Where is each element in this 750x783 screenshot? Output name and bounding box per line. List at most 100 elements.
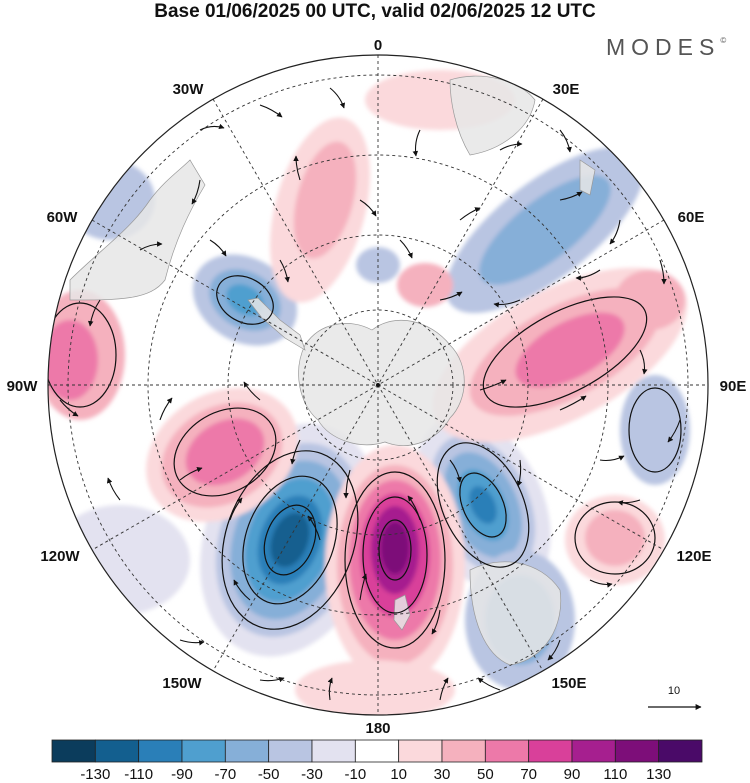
map-boundary (47, 54, 709, 716)
anomaly-blob (620, 375, 690, 485)
colorbar-segment (311, 739, 356, 763)
wind-vector (343, 469, 351, 499)
anomaly-blob (479, 175, 611, 285)
wind-vector (493, 299, 521, 308)
wind-vector (547, 639, 561, 661)
wind-vector (179, 466, 203, 481)
lon-label-180: 180 (365, 720, 390, 737)
wind-vector (307, 515, 321, 541)
colorbar-segment (268, 739, 313, 763)
wind-vector (259, 676, 285, 683)
wind-vector (229, 497, 243, 521)
wind-vector (431, 609, 441, 635)
lon-label-120e: 120E (676, 548, 711, 565)
contour-line (242, 475, 338, 605)
wind-vector (589, 579, 613, 588)
colorbar-segment (398, 739, 443, 763)
colorbar-tick-label: 10 (390, 766, 407, 783)
anomaly-blob (48, 320, 98, 400)
colorbar-tick-label: 130 (646, 766, 672, 783)
contour-line (459, 472, 507, 538)
wind-vector (399, 239, 413, 259)
australia-shape (469, 561, 562, 666)
south-america-shape (69, 159, 206, 301)
wind-vector (459, 207, 481, 221)
wind-vector (449, 459, 462, 483)
lon-label-30e: 30E (553, 81, 580, 98)
colorbar-tick-label: -10 (344, 766, 367, 783)
wind-vector (667, 419, 681, 443)
wind-vector (106, 477, 121, 501)
contour-line (362, 496, 428, 614)
map-title: Base 01/06/2025 00 UTC, valid 02/06/2025… (154, 1, 596, 22)
contour-line (173, 407, 277, 497)
contour-line (628, 387, 682, 473)
anomaly-blob (185, 418, 265, 486)
anomaly-blob (585, 510, 645, 566)
wind-vector (559, 191, 583, 201)
colorbar-segment (51, 739, 96, 763)
wind-vector (329, 87, 346, 109)
wind-vector (199, 123, 225, 131)
wind-vector (477, 677, 501, 691)
wind-vector (559, 129, 572, 153)
wind-vector (87, 299, 101, 327)
colorbar-segment (181, 739, 226, 763)
anomaly-blob (381, 522, 409, 574)
wind-vector (599, 455, 625, 462)
anomaly-blob (615, 270, 685, 330)
contour-line (48, 302, 117, 408)
colorbar-segment (94, 739, 140, 763)
colorbar-segment (484, 739, 530, 763)
pole-marker (376, 383, 380, 387)
lon-label-60e: 60E (678, 209, 705, 226)
wind-vector (412, 129, 421, 157)
wind-vector (279, 259, 290, 283)
anomaly-blob (515, 312, 625, 388)
colorbar (51, 739, 703, 763)
colorbar-tick-label: -130 (80, 766, 111, 783)
wind-vector (609, 219, 621, 245)
lon-label-90w: 90W (7, 378, 39, 395)
reference-vector-label: 10 (668, 685, 680, 697)
brand-name: MODES (606, 34, 721, 60)
contour-line (436, 442, 530, 568)
wind-vector (639, 349, 648, 375)
wind-vector (179, 639, 205, 646)
wind-vector (479, 379, 507, 391)
contour-line (216, 275, 274, 325)
africa-shape (449, 75, 536, 156)
colorbar-segment (571, 739, 616, 763)
colorbar-segment (658, 739, 703, 763)
colorbar-tick-label: -30 (301, 766, 323, 783)
anomaly-blob (469, 486, 497, 524)
contour-line (344, 471, 446, 649)
wind-vector (159, 397, 173, 421)
colorbar-segment (354, 739, 400, 763)
wind-vector (209, 239, 227, 257)
colorbar-segment (441, 739, 486, 763)
copyright-mark: © (720, 36, 727, 45)
wind-vector (617, 499, 641, 506)
wind-vector (407, 495, 421, 521)
wind-vector (290, 439, 301, 465)
antarctic-peninsula-shape (247, 297, 306, 351)
contour-line (263, 504, 317, 576)
madagascar-shape (579, 159, 596, 196)
wind-vector (109, 599, 129, 615)
wind-vector (659, 259, 667, 285)
anomaly-blob (397, 263, 453, 307)
lon-label-0: 0 (374, 37, 382, 54)
new-zealand-shape (393, 594, 411, 631)
lon-label-30w: 30W (173, 81, 205, 98)
reference-vector: 10 (648, 685, 702, 710)
lon-label-150w: 150W (162, 675, 202, 692)
colorbar-segment (614, 739, 660, 763)
colorbar-tick-label: -110 (124, 766, 154, 783)
lon-label-90e: 90E (720, 378, 747, 395)
contour-line (221, 450, 359, 630)
wind-vector (559, 395, 587, 411)
wind-vector (191, 179, 201, 205)
